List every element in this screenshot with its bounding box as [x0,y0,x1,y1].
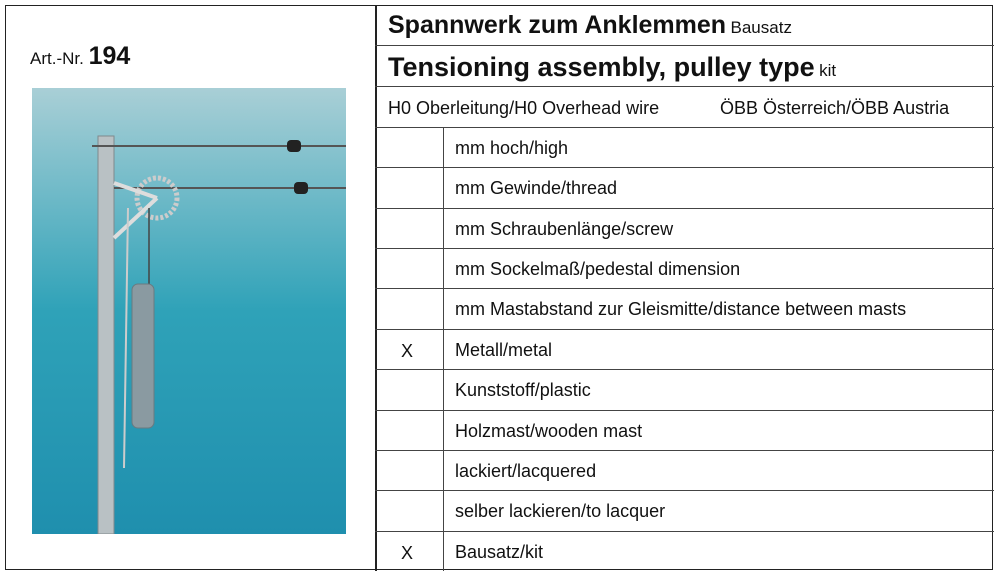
article-prefix: Art.-Nr. [30,49,84,68]
rule [375,369,994,371]
product-photo [32,88,346,534]
title-suffix: Bausatz [730,18,792,37]
col-rule [443,127,444,168]
col-rule [443,288,444,329]
row-label: Metall/metal [455,339,553,360]
article: Art.-Nr. 194 [30,42,130,71]
row-label: Kunststoff/plastic [455,380,591,401]
title-en: Tensioning assembly, pulley type kit [388,52,836,83]
rule [375,207,994,209]
row-label: mm Gewinde/thread [455,178,618,199]
col-rule [443,328,444,370]
col-rule [443,449,444,491]
rule [375,530,994,532]
row-label: lackiert/lacquered [455,460,597,481]
frame [5,5,993,570]
article-number: 194 [88,42,131,70]
rule [375,45,994,46]
row-mark: X [401,340,414,361]
row-label: Holzmast/wooden mast [455,420,643,441]
rule [375,409,994,411]
rule [375,490,994,492]
col-rule [443,167,444,208]
row-mark: X [401,542,414,563]
header-right: ÖBB Österreich/ÖBB Austria [720,98,950,118]
title-main: Spannwerk zum Anklemmen [388,11,727,39]
col-rule [443,248,444,289]
rule [375,449,994,451]
rule [375,86,994,87]
row-label: mm Schraubenlänge/screw [455,218,674,239]
col-rule [443,369,444,410]
rule [375,167,994,169]
row-label: selber lackieren/to lacquer [455,501,666,522]
rule [375,248,994,250]
row-label: Bausatz/kit [455,541,544,562]
col-rule [443,409,444,450]
header-left: H0 Oberleitung/H0 Overhead wire [388,98,660,118]
row-label: mm Mastabstand zur Gleismitte/distance b… [455,299,907,320]
title-de: Spannwerk zum Anklemmen Bausatz [388,11,792,40]
rule [375,328,994,330]
col-rule [443,490,444,531]
rule [375,288,994,290]
title-suffix: kit [819,61,837,80]
title-main: Tensioning assembly, pulley type [388,52,815,82]
divider [375,5,377,571]
col-rule [443,530,444,571]
col-rule [443,207,444,249]
row-label: mm Sockelmaß/pedestal dimension [455,259,741,280]
row-label: mm hoch/high [455,138,569,158]
rule [375,127,994,128]
